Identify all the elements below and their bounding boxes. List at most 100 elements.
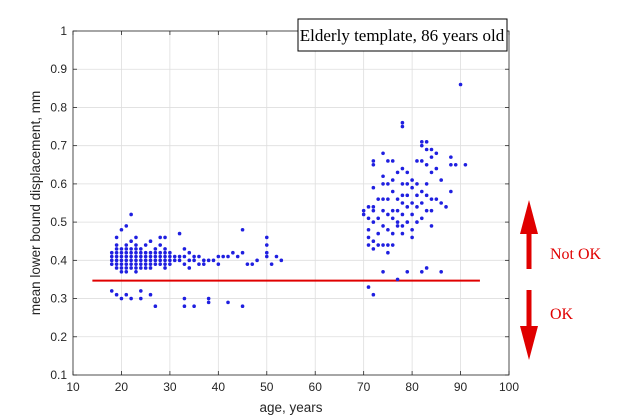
data-point [371,185,376,190]
up-arrow-shaft [526,233,532,269]
not-ok-arrow [520,200,538,269]
data-point [163,254,167,259]
data-point [129,247,133,251]
data-point [395,197,400,201]
data-point [139,258,143,263]
data-point [390,159,395,163]
data-point [129,239,133,244]
data-point [449,189,453,194]
data-point [177,231,182,236]
data-point [463,162,468,167]
data-point [168,250,172,255]
data-point [361,208,366,213]
data-point [177,254,182,259]
data-point [119,250,124,255]
data-point [429,208,434,213]
data-point [376,243,381,247]
data-point [235,254,240,259]
data-point [381,243,385,247]
data-point [134,270,138,274]
data-point [134,258,138,263]
y-tick-label: 0.4 [50,253,67,267]
data-point [429,197,434,201]
data-point [395,277,400,282]
data-point [158,235,162,240]
data-point [119,270,124,274]
y-tick-label: 0.1 [50,368,67,382]
data-point [139,289,143,293]
data-point [420,216,424,221]
data-point [264,250,269,255]
data-point [148,250,153,255]
data-point [168,258,172,263]
data-point [415,193,419,198]
x-tick-label: 60 [309,380,323,394]
data-point [192,258,196,263]
data-point [386,197,390,201]
data-point [153,304,158,309]
data-point [390,216,395,221]
data-point [424,182,429,186]
data-point [139,247,143,251]
data-point [395,208,400,213]
x-tick-label: 20 [115,380,129,394]
data-point [400,231,405,236]
x-tick-label: 10 [66,380,80,394]
data-point [163,247,167,251]
data-point [376,197,381,201]
data-point [134,266,138,270]
data-point [109,254,114,259]
data-point [429,155,434,159]
data-point [371,205,376,209]
data-point [420,201,424,205]
data-point [168,262,172,266]
y-tick-label: 0.8 [50,100,67,114]
data-point [390,243,395,247]
data-point [109,258,114,263]
data-point [202,262,206,266]
data-point [449,155,453,159]
data-point [381,182,385,186]
plot-area [73,31,509,375]
y-tick-label: 0.5 [50,215,67,229]
data-point [134,243,138,247]
x-tick-label: 50 [260,380,274,394]
data-point [148,292,153,297]
data-point [124,266,129,270]
data-point [424,208,429,213]
data-point [148,254,153,259]
data-point [405,170,410,175]
data-point [124,247,129,251]
data-point [206,258,211,263]
data-point [395,220,400,224]
data-point [439,178,443,182]
data-point [134,247,138,251]
data-point [139,254,143,259]
data-point [129,258,133,263]
data-point [143,262,148,266]
data-point [420,140,424,144]
data-point [124,243,129,247]
data-point [395,224,400,228]
data-point [420,143,424,148]
data-point [119,247,124,251]
data-point [390,178,395,182]
data-point [250,262,255,266]
x-tick-label: 80 [405,380,419,394]
data-point [172,258,177,263]
y-tick-label: 1 [60,24,67,38]
data-point [420,270,424,274]
data-point [371,159,376,163]
data-point [424,140,429,144]
data-point [371,208,376,213]
data-point [410,178,414,182]
y-axis-label: mean lower bound displacement, mm [28,91,43,315]
data-point [153,250,158,255]
data-point [148,266,153,270]
data-point [143,243,148,247]
data-point [366,243,371,247]
data-point [158,243,162,247]
data-point [139,296,143,301]
data-point [148,258,153,263]
